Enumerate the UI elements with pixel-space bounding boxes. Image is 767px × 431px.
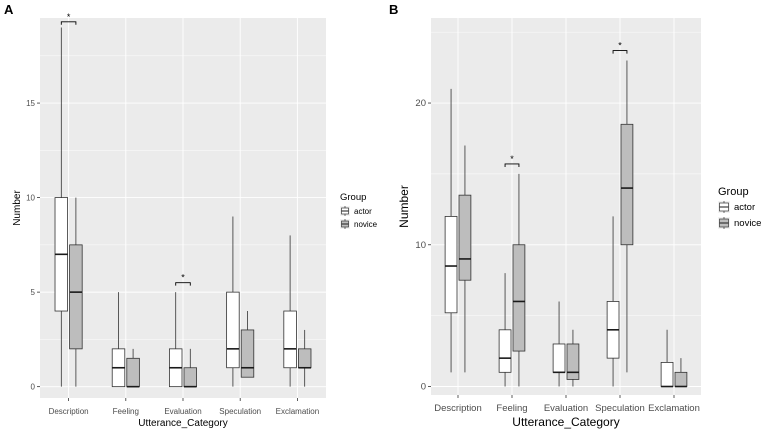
x-axis-label: Utterance_Category bbox=[512, 415, 619, 429]
significance-bracket bbox=[504, 163, 520, 167]
box-actor bbox=[444, 216, 458, 314]
panel-b-chart: 0 10 20 Description Feeling Evaluation Specula… bbox=[397, 18, 761, 429]
box-novice bbox=[297, 348, 312, 369]
significance-marker: * bbox=[618, 41, 622, 51]
legend-label-actor: actor bbox=[354, 207, 372, 216]
x-tick-label: Description bbox=[434, 403, 482, 414]
legend-label-actor: actor bbox=[734, 202, 755, 213]
panel-letter-b: B bbox=[389, 2, 398, 17]
box-novice bbox=[458, 194, 472, 281]
box-novice bbox=[183, 367, 197, 388]
y-axis-label: Number bbox=[12, 190, 23, 226]
box-actor bbox=[660, 362, 674, 387]
x-tick-label: Evaluation bbox=[544, 403, 588, 414]
x-tick-label: Feeling bbox=[113, 407, 139, 416]
x-tick-label: Feeling bbox=[496, 403, 527, 414]
x-tick-label: Evaluation bbox=[164, 407, 201, 416]
significance-bracket bbox=[612, 50, 628, 54]
box-novice bbox=[69, 244, 83, 350]
panel-letter-a: A bbox=[4, 2, 14, 17]
legend-title: Group bbox=[340, 192, 366, 203]
box-actor bbox=[226, 291, 240, 369]
significance-bracket bbox=[60, 21, 77, 25]
box-novice bbox=[512, 244, 526, 352]
panel-a-chart: 0 5 10 15 Description Feeling Evaluation Specul… bbox=[12, 12, 378, 429]
significance-marker: * bbox=[181, 273, 185, 283]
x-tick-label: Speculation bbox=[595, 403, 645, 414]
box-actor bbox=[498, 329, 512, 373]
x-tick-label: Exclamation bbox=[276, 407, 320, 416]
box-novice bbox=[240, 329, 255, 378]
legend-label-novice: novice bbox=[734, 218, 761, 229]
y-tick-label: 0 bbox=[421, 381, 426, 392]
y-tick-label: 15 bbox=[26, 99, 35, 108]
x-tick-label: Exclamation bbox=[648, 403, 700, 414]
y-tick-label: 0 bbox=[31, 383, 36, 392]
x-tick-label: Description bbox=[49, 407, 89, 416]
y-tick-label: 5 bbox=[31, 288, 36, 297]
y-tick-label: 20 bbox=[415, 98, 426, 109]
y-tick-label: 10 bbox=[26, 194, 35, 203]
box-novice bbox=[566, 343, 580, 380]
y-tick-label: 10 bbox=[415, 240, 426, 251]
significance-marker: * bbox=[67, 12, 71, 22]
box-novice bbox=[126, 357, 140, 388]
box-novice bbox=[674, 371, 688, 387]
x-tick-label: Speculation bbox=[219, 407, 261, 416]
significance-bracket bbox=[175, 282, 191, 286]
significance-marker: * bbox=[510, 154, 514, 164]
box-actor bbox=[552, 343, 566, 373]
legend-label-novice: novice bbox=[354, 220, 378, 229]
box-novice bbox=[620, 123, 634, 246]
box-actor bbox=[283, 310, 297, 369]
legend-title: Group bbox=[718, 186, 749, 198]
x-axis-label: Utterance_Category bbox=[138, 418, 228, 429]
y-axis-label: Number bbox=[397, 185, 411, 228]
